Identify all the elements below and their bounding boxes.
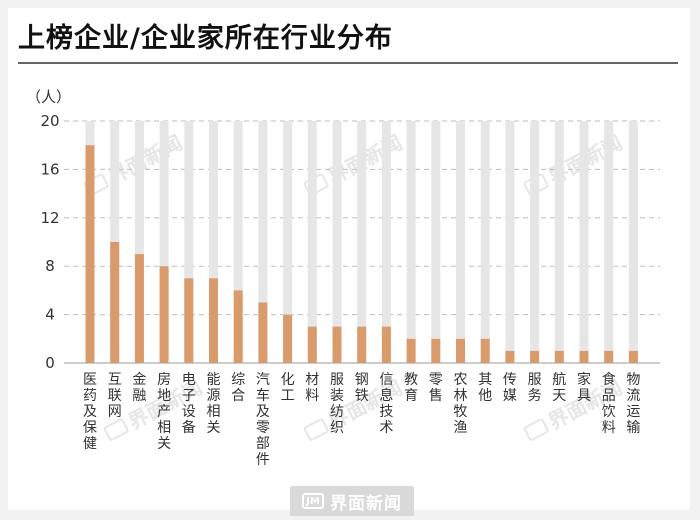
x-tick-label: 教育 [404, 372, 418, 404]
bar-track [357, 121, 367, 363]
y-tick-label: 16 [40, 160, 59, 178]
bar [505, 350, 515, 363]
bar [110, 242, 120, 363]
x-tick-label: 互联网 [108, 372, 122, 420]
bar [381, 326, 391, 363]
x-tick-label: 电子设备 [182, 372, 196, 436]
title-divider [18, 62, 678, 64]
x-tick-label: 食品饮料 [602, 371, 616, 436]
bar [134, 254, 144, 363]
chart-title: 上榜企业/企业家所在行业分布 [18, 23, 393, 54]
x-tick-label: 钢铁 [355, 372, 369, 404]
x-tick-label: 传媒 [503, 372, 517, 404]
chart-frame [8, 8, 690, 510]
bar-track [604, 121, 614, 363]
bar-track [233, 121, 243, 363]
x-tick-label: 零售 [429, 372, 443, 404]
bar [233, 290, 243, 363]
bar [184, 278, 194, 363]
bar [307, 326, 317, 363]
x-tick-label: 材料 [305, 372, 319, 404]
bar [283, 314, 293, 363]
bar-track [505, 121, 515, 363]
x-tick-label: 服装纺织 [330, 372, 344, 436]
bar-track [184, 121, 194, 363]
x-tick-label: 汽车及零部件 [256, 372, 270, 468]
x-tick-label: 医药及保健 [83, 372, 97, 452]
bar [357, 326, 367, 363]
bar [209, 278, 218, 363]
bar-track [307, 121, 317, 363]
bar-track [579, 121, 589, 363]
bar-track [159, 121, 169, 363]
bar [406, 338, 416, 363]
bar [554, 350, 564, 363]
x-tick-label: 物流运输 [626, 372, 640, 436]
bar-track [209, 121, 218, 363]
bar-track [431, 121, 441, 363]
x-tick-label: 化工 [281, 372, 295, 404]
x-tick-label: 房地产相关 [157, 372, 171, 452]
bar [480, 338, 490, 363]
bar-track [480, 121, 490, 363]
bar [85, 145, 95, 363]
bar [530, 350, 540, 363]
bar-track [381, 121, 391, 363]
x-tick-label: 服务 [528, 372, 542, 404]
x-tick-label: 航天 [552, 372, 566, 404]
bar-track [332, 121, 342, 363]
bar-track [456, 121, 465, 363]
bar-track [258, 121, 268, 363]
bar [604, 350, 614, 363]
bar-track [554, 121, 564, 363]
y-tick-label: 4 [45, 306, 55, 324]
x-tick-label: 能源相关 [207, 372, 221, 436]
bar-track [406, 121, 416, 363]
bar-track [530, 121, 540, 363]
y-tick-label: 12 [40, 209, 59, 227]
brand-logo-icon: JM [302, 493, 324, 509]
bar-track [134, 121, 144, 363]
bar-track [628, 121, 638, 363]
x-tick-label: 其他 [478, 372, 492, 404]
x-tick-label: 综合 [231, 372, 245, 404]
footer-brand: JM 界面新闻 [290, 486, 414, 516]
y-axis-unit: （人） [26, 88, 72, 106]
bar-track [283, 121, 293, 363]
bar [579, 350, 589, 363]
bar [628, 350, 638, 363]
x-tick-label: 信息技术 [379, 372, 393, 436]
y-tick-label: 20 [40, 112, 59, 130]
bar [258, 302, 268, 363]
x-tick-label: 家具 [577, 371, 591, 404]
x-tick-label: 金融 [132, 372, 146, 404]
bar [332, 326, 342, 363]
brand-name: 界面新闻 [330, 493, 402, 514]
bar [159, 266, 169, 363]
y-tick-label: 0 [45, 354, 55, 372]
x-tick-label: 农林牧渔 [454, 372, 468, 436]
y-tick-label: 8 [45, 257, 55, 275]
bar [456, 338, 465, 363]
bar [431, 338, 441, 363]
